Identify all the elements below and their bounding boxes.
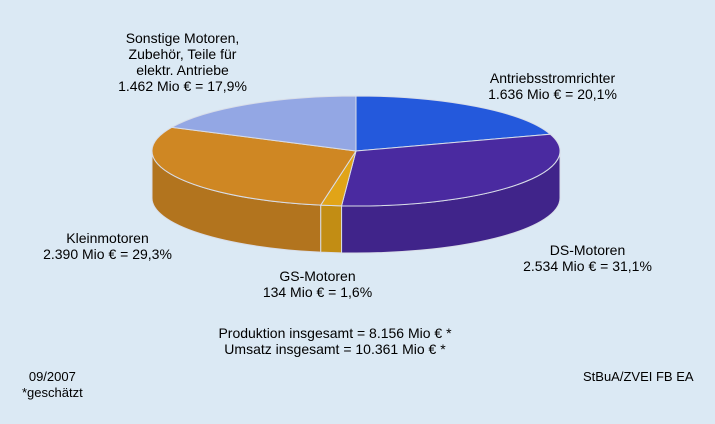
slice-label-kleinmotoren: Kleinmotoren 2.390 Mio € = 29,3% [15, 230, 200, 262]
slice-name: Antriebsstromrichter [489, 70, 616, 86]
footer-note: *geschätzt [22, 385, 83, 400]
pie-slice-ds-motoren [340, 133, 561, 207]
slice-label-antriebsstromrichter: Antriebsstromrichter 1.636 Mio € = 20,1% [460, 70, 645, 102]
slice-label-sonstige: Sonstige Motoren, Zubehör, Teile für ele… [90, 30, 275, 94]
slice-value: 2.390 Mio € = 29,3% [43, 246, 172, 262]
slice-name-line: elektr. Antriebe [136, 62, 229, 78]
footer-source: StBuA/ZVEI FB EA [583, 369, 694, 384]
pie-slice-kleinmotoren [151, 126, 357, 206]
pie-side-walls [151, 150, 561, 254]
slice-name: GS-Motoren [279, 268, 356, 284]
slice-name-line: Sonstige Motoren, [125, 30, 240, 46]
totals-text: Produktion insgesamt = 8.156 Mio € * Ums… [180, 325, 490, 357]
pie-side-gs-motoren [320, 204, 343, 254]
slice-value: 1.462 Mio € = 17,9% [118, 78, 247, 94]
slice-value: 134 Mio € = 1,6% [262, 284, 373, 300]
pie-slice-antriebsstromrichter [355, 95, 552, 152]
slice-name-line: Zubehör, Teile für [128, 46, 237, 62]
slice-value: 1.636 Mio € = 20,1% [488, 86, 617, 102]
pie-top-faces [151, 95, 561, 207]
footer-date-note: 09/2007 *geschätzt [22, 369, 83, 401]
slice-name: Kleinmotoren [66, 230, 149, 246]
slice-label-ds-motoren: DS-Motoren 2.534 Mio € = 31,1% [495, 242, 680, 274]
footer-date: 09/2007 [28, 369, 76, 384]
pie-slice-sonstige [170, 95, 357, 152]
revenue-total: Umsatz insgesamt = 10.361 Mio € * [224, 341, 446, 357]
slice-value: 2.534 Mio € = 31,1% [523, 258, 652, 274]
production-total: Produktion insgesamt = 8.156 Mio € * [218, 325, 452, 341]
slice-name: DS-Motoren [549, 242, 626, 258]
slice-label-gs-motoren: GS-Motoren 134 Mio € = 1,6% [225, 268, 410, 300]
